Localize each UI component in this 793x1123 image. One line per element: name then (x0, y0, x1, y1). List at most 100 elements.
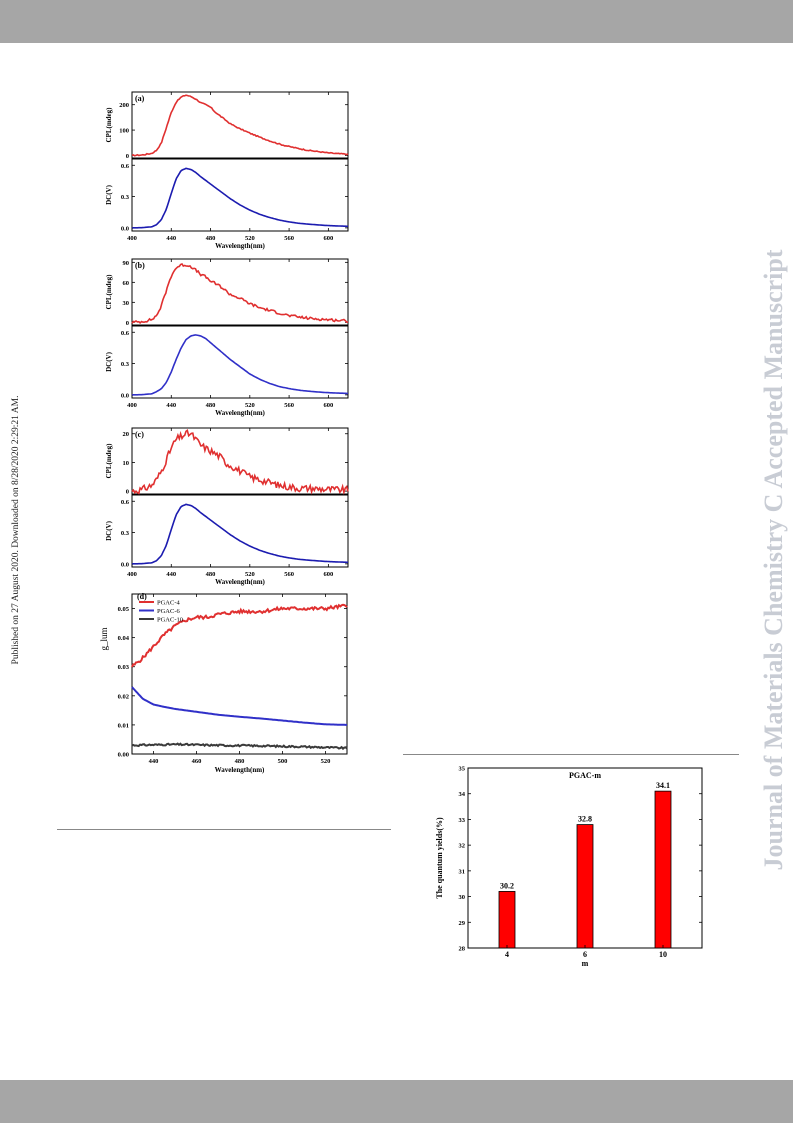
panel-b-xtick-label: 520 (245, 402, 255, 409)
bar-m-6 (576, 824, 594, 949)
panel-a-bottom-series-line (131, 167, 348, 229)
panel-b-xtick-label: 440 (166, 402, 176, 409)
bar-chart-title: PGAC-m (569, 771, 601, 780)
bar-m-4 (498, 891, 516, 949)
panel-c-xtick-label: 600 (323, 571, 333, 578)
published-side-note: Published on 27 August 2020. Downloaded … (11, 396, 21, 665)
panel-d-legend-label: PGAC-6 (157, 608, 181, 615)
chart_data.0.top-ytick-label: 0 (126, 153, 129, 160)
panel-d-ylabel: g_lum (99, 627, 109, 650)
chart_data.2.bottom-ytick-label: 0.6 (121, 499, 130, 506)
panel-c-top-ylabel: CPL(mdeg) (105, 443, 113, 479)
panel-d-xtick-label: 520 (321, 758, 331, 765)
chart_data.1.top-ytick-label: 30 (123, 300, 130, 307)
panel-c-bottom-ylabel: DC(V) (105, 520, 113, 540)
chart_data.4-ytick-label: 33 (459, 817, 466, 824)
bar-category-label: 10 (659, 950, 667, 959)
chart_data.0.top-ytick-label: 100 (119, 128, 129, 135)
chart_data.4-ytick-label: 32 (459, 843, 466, 850)
right-column-rule (403, 754, 739, 755)
panel-b-xtick-label: 400 (127, 402, 137, 409)
panel-c-top-series-line (131, 429, 349, 496)
panel-b-bottom-series-line (131, 334, 348, 396)
bar-chart-xlabel: m (582, 959, 589, 968)
panel-b-xlabel: Wavelength(nm) (215, 409, 265, 417)
panel-c-top-axes (131, 427, 349, 495)
panel-a-xtick-label: 520 (245, 235, 255, 242)
quantum-yield-bar-chart: 28 29 30 31 32 33 34 35 30.2 4 32.8 6 34.1 10 PGAC-m m T… (435, 766, 703, 968)
panel-c-xtick-label: 520 (245, 571, 255, 578)
chart_data.4-ytick-label: 29 (459, 920, 466, 927)
page-header-band (0, 0, 793, 43)
panel-a-bottom-ylabel: DC(V) (105, 184, 113, 204)
panel-c-xtick-label: 400 (127, 571, 137, 578)
panel-a-bottom-axes (131, 158, 349, 232)
panel-d-series-pgac-10 (131, 742, 348, 751)
panel-b-label: (b) (135, 261, 145, 270)
chart_data.2.bottom-ytick-label: 0.3 (121, 530, 130, 537)
panel-a-label: (a) (135, 94, 145, 103)
chart_data.3-ytick-label: 0.02 (118, 693, 129, 700)
chart_data.0.bottom-ytick-label: 0.0 (121, 225, 129, 232)
chart_data.1.top-ytick-label: 60 (123, 280, 130, 287)
panel-b-xtick-label: 480 (206, 402, 216, 409)
chart_data.0.bottom-ytick-label: 0.6 (121, 163, 130, 170)
panel-a-top-series-line (131, 94, 349, 157)
panel-a-xtick-label: 480 (206, 235, 216, 242)
figure-panel-b: 0 30 60 90 CPL(mdeg) 0.0 0.3 0.6 DC(V) 400 440 480 5… (105, 258, 349, 417)
page-footer-band (0, 1080, 793, 1123)
figure-panel-d: 0.00 0.01 0.02 0.03 0.04 0.05 440 460 480 500 520 P… (99, 592, 348, 774)
panel-a-xtick-label: 560 (284, 235, 294, 242)
panel-c-xtick-label: 440 (166, 571, 176, 578)
panel-b-bottom-axes (131, 325, 349, 399)
panel-b-top-series-line (131, 263, 349, 324)
bar-data-label: 30.2 (500, 881, 514, 890)
bar-data-label: 34.1 (656, 781, 670, 790)
bar-chart-ylabel: The quantum yields(%) (435, 817, 444, 899)
journal-watermark-text: Journal of Materials Chemistry C Accepte… (759, 249, 788, 870)
chart_data.4-ytick-label: 35 (459, 766, 466, 773)
chart_data.0.top-ytick-label: 200 (119, 102, 129, 109)
chart_data.1.top-ytick-label: 90 (123, 260, 130, 267)
panel-c-xtick-label: 480 (206, 571, 216, 578)
chart_data.0.bottom-ytick-label: 0.3 (121, 194, 130, 201)
bar-m-10 (654, 790, 672, 949)
chart_data.4-ytick-label: 30 (459, 894, 466, 901)
panel-c-xtick-label: 560 (284, 571, 294, 578)
bar-category-label: 4 (505, 950, 509, 959)
panel-b-xtick-label: 560 (284, 402, 294, 409)
panel-a-xtick-label: 400 (127, 235, 137, 242)
figure-panel-c: 0 10 20 CPL(mdeg) 0.0 0.3 0.6 DC(V) 400 440 480 520… (105, 427, 349, 586)
panel-d-xtick-label: 460 (192, 758, 202, 765)
chart_data.1.bottom-ytick-label: 0.0 (121, 392, 129, 399)
panel-c-xlabel: Wavelength(nm) (215, 578, 265, 586)
panel-d-legend-label: PGAC-10 (157, 617, 183, 624)
panel-a-top-ylabel: CPL(mdeg) (105, 107, 113, 143)
chart_data.2.bottom-ytick-label: 0.0 (121, 561, 129, 568)
bar-category-label: 6 (583, 950, 587, 959)
chart_data.4-ytick-label: 31 (459, 868, 466, 875)
chart_data.1.bottom-ytick-label: 0.6 (121, 330, 130, 337)
panel-d-series-pgac-6 (131, 686, 347, 726)
panel-a-top-axes (131, 91, 349, 159)
panel-d-label: (d) (137, 592, 147, 601)
journal-watermark: Journal of Materials Chemistry C Accepte… (759, 249, 788, 870)
panel-b-top-axes (131, 258, 349, 326)
panel-a-xtick-label: 600 (323, 235, 333, 242)
panel-d-xtick-label: 440 (149, 758, 159, 765)
panel-c-bottom-series-line (131, 503, 348, 565)
figure-panel-a: 0 100 200 CPL(mdeg) 0.0 0.3 0.6 DC(V) 400 440 480 5… (105, 91, 349, 250)
panel-a-xtick-label: 440 (166, 235, 176, 242)
chart_data.1.top-ytick-label: 0 (126, 320, 129, 327)
panel-a-xlabel: Wavelength(nm) (215, 242, 265, 250)
chart_data.2.top-ytick-label: 0 (126, 489, 129, 496)
left-column-rule (57, 829, 391, 830)
panel-d-xlabel: Wavelength(nm) (215, 766, 265, 774)
published-side-note-text: Published on 27 August 2020. Downloaded … (11, 396, 21, 665)
bar-data-label: 32.8 (578, 815, 592, 824)
panel-d-xtick-label: 480 (235, 758, 245, 765)
chart_data.1.bottom-ytick-label: 0.3 (121, 361, 130, 368)
panel-b-bottom-ylabel: DC(V) (105, 351, 113, 371)
chart_data.3-ytick-label: 0.01 (118, 722, 129, 729)
chart_data.4-ytick-label: 28 (459, 946, 466, 953)
